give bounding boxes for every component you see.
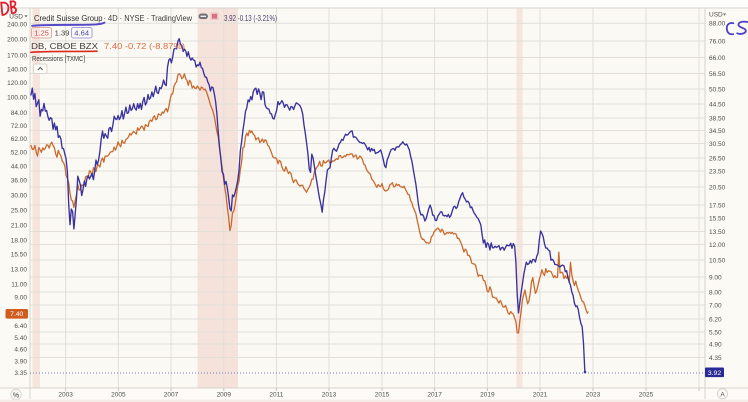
svg-text:12.00: 12.00 (709, 242, 726, 249)
svg-text:3.92 -0.13 (-3.21%): 3.92 -0.13 (-3.21%) (224, 14, 277, 23)
svg-text:34.50: 34.50 (709, 128, 726, 135)
svg-text:20.50: 20.50 (709, 184, 726, 191)
svg-text:52.00: 52.00 (11, 149, 28, 156)
svg-text:3.90: 3.90 (14, 358, 27, 365)
svg-text:170.00: 170.00 (7, 52, 27, 59)
svg-text:2007: 2007 (164, 392, 179, 399)
svg-text:30.00: 30.00 (11, 192, 28, 199)
svg-text:5.40: 5.40 (14, 335, 27, 342)
svg-text:18.00: 18.00 (11, 237, 28, 244)
svg-text:6.40: 6.40 (14, 323, 27, 330)
svg-text:36.00: 36.00 (11, 177, 28, 184)
svg-text:25.00: 25.00 (11, 207, 28, 214)
svg-text:2015: 2015 (375, 392, 390, 399)
svg-text:A: A (720, 391, 725, 398)
svg-text:56.50: 56.50 (709, 71, 726, 78)
svg-text:9.00: 9.00 (709, 274, 722, 281)
svg-text:76.00: 76.00 (709, 38, 726, 45)
svg-text:200.00: 200.00 (7, 36, 27, 43)
svg-text:15.50: 15.50 (11, 251, 28, 258)
svg-text:9.00: 9.00 (14, 294, 27, 301)
svg-text:7.40: 7.40 (10, 311, 23, 318)
svg-text:5.50: 5.50 (709, 329, 722, 336)
svg-text:15.50: 15.50 (709, 215, 726, 222)
svg-text:2003: 2003 (58, 392, 73, 399)
svg-text:44.50: 44.50 (709, 101, 726, 108)
svg-text:17.50: 17.50 (709, 202, 726, 209)
svg-text:2017: 2017 (427, 392, 442, 399)
svg-text:100.00: 100.00 (7, 94, 27, 101)
svg-text:50.50: 50.50 (709, 86, 726, 93)
svg-text:2023: 2023 (586, 392, 601, 399)
svg-text:%: % (13, 392, 19, 399)
svg-text:7.00: 7.00 (709, 302, 722, 309)
svg-text:USD: USD (9, 14, 23, 21)
svg-text:4.35: 4.35 (709, 355, 722, 362)
svg-text:72.00: 72.00 (11, 123, 28, 130)
svg-text:2005: 2005 (111, 392, 126, 399)
svg-text:6.20: 6.20 (709, 316, 722, 323)
svg-text:26.50: 26.50 (709, 155, 726, 162)
svg-text:1.25: 1.25 (34, 29, 49, 38)
svg-text:· 4D · NYSE · TradingView: · 4D · NYSE · TradingView (104, 13, 193, 23)
svg-text:23.50: 23.50 (709, 168, 726, 175)
svg-text:8.00: 8.00 (709, 289, 722, 296)
svg-text:13.50: 13.50 (709, 229, 726, 236)
svg-text:44.00: 44.00 (11, 163, 28, 170)
svg-text:4.60: 4.60 (14, 346, 27, 353)
svg-text:2019: 2019 (480, 392, 495, 399)
svg-text:3.92: 3.92 (708, 370, 721, 377)
svg-text:4.90: 4.90 (709, 341, 722, 348)
svg-text:240.00: 240.00 (7, 21, 27, 28)
svg-text:62.00: 62.00 (11, 136, 28, 143)
svg-text:3.35: 3.35 (14, 370, 27, 377)
svg-text:13.00: 13.00 (11, 266, 28, 273)
svg-text:30.50: 30.50 (709, 141, 726, 148)
svg-text:4.64: 4.64 (74, 29, 89, 38)
svg-text:USD: USD (709, 12, 723, 19)
svg-text:1.39: 1.39 (55, 29, 70, 38)
svg-text:66.00: 66.00 (709, 55, 726, 62)
svg-text:21.00: 21.00 (11, 222, 28, 229)
svg-text:10.50: 10.50 (709, 257, 726, 264)
svg-text:84.00: 84.00 (11, 110, 28, 117)
svg-text:2021: 2021 (533, 392, 548, 399)
svg-text:Credit Suisse Group: Credit Suisse Group (34, 13, 103, 23)
svg-text:7.40 -0.72 (-8.87%): 7.40 -0.72 (-8.87%) (104, 42, 185, 51)
svg-text:88.00: 88.00 (709, 21, 726, 28)
svg-text:11.00: 11.00 (11, 281, 27, 288)
svg-text:38.50: 38.50 (709, 115, 726, 122)
svg-text:Recessions [TXMC]: Recessions [TXMC] (32, 54, 85, 63)
svg-text:DB, CBOE BZX: DB, CBOE BZX (31, 42, 99, 51)
svg-text:2013: 2013 (322, 392, 337, 399)
svg-text:2009: 2009 (217, 392, 232, 399)
svg-text:2011: 2011 (269, 392, 283, 399)
svg-text:140.00: 140.00 (7, 66, 27, 73)
svg-text:120.00: 120.00 (7, 80, 27, 87)
svg-text:2025: 2025 (639, 392, 654, 399)
